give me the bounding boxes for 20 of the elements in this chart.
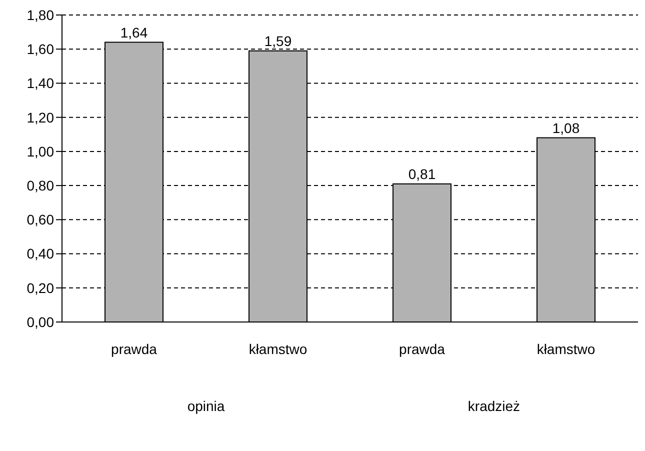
y-tick-label: 1,00 xyxy=(26,143,54,160)
x-tick-label: kłamstwo xyxy=(536,340,596,357)
text: opinia xyxy=(186,398,226,414)
data-label: 0,81 xyxy=(408,166,436,182)
y-tick-label: 0,80 xyxy=(26,178,54,194)
y-tick-label: 0,40 xyxy=(26,246,54,262)
y-tick-label: 1,80 xyxy=(26,6,54,23)
text: kradzież xyxy=(466,398,522,414)
y-tick-label: 1,40 xyxy=(26,75,54,92)
x-tick-label: prawda xyxy=(111,340,158,357)
data-label: 1,64 xyxy=(120,24,148,40)
x-tick-label: prawda xyxy=(399,340,446,357)
y-tick-label: 0,20 xyxy=(26,280,54,296)
y-tick-label: 0,60 xyxy=(26,212,54,228)
y-tick-label: 0,00 xyxy=(26,314,54,330)
data-label: 1,08 xyxy=(552,120,580,136)
y-tick-label: 1,20 xyxy=(26,109,54,126)
x-tick-label: kłamstwo xyxy=(248,340,308,357)
data-label: 1,59 xyxy=(264,32,292,49)
y-tick-label: 1,60 xyxy=(26,41,54,58)
